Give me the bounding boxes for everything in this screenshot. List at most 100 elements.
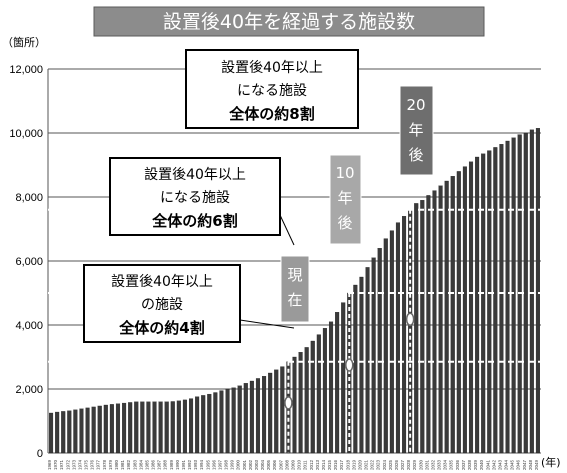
x-tick-label-2012: 2012 bbox=[309, 459, 314, 470]
bar-1980 bbox=[115, 403, 121, 454]
bar-1975 bbox=[85, 407, 90, 454]
bar-1976 bbox=[91, 406, 96, 454]
bar-1987 bbox=[158, 401, 163, 454]
bar-1979 bbox=[109, 404, 114, 454]
x-tick-label-2043: 2043 bbox=[497, 459, 502, 470]
x-tick-label-1978: 1978 bbox=[102, 459, 107, 470]
x-tick-label-2018: 2018 bbox=[345, 459, 350, 470]
bar-2029 bbox=[414, 203, 419, 454]
bar-2047 bbox=[523, 132, 528, 454]
bar-1977 bbox=[97, 405, 102, 454]
x-tick-label-1983: 1983 bbox=[132, 459, 137, 470]
bar-2045 bbox=[511, 137, 516, 454]
x-tick-label-1984: 1984 bbox=[138, 459, 143, 470]
x-tick-label-2004: 2004 bbox=[260, 459, 265, 470]
bar-1991 bbox=[182, 399, 187, 454]
bar-2049 bbox=[535, 128, 540, 454]
bar-2043 bbox=[499, 144, 504, 454]
bar-2007 bbox=[280, 366, 285, 454]
annotation-10y-line2: になる施設 bbox=[160, 190, 230, 206]
bar-2015 bbox=[328, 321, 334, 454]
bar-2032 bbox=[432, 190, 437, 454]
x-tick-label-2002: 2002 bbox=[248, 459, 253, 470]
annotation-10y-line1: 設置後40年以上 bbox=[144, 167, 246, 183]
x-tick-label-2003: 2003 bbox=[254, 459, 259, 470]
bar-1997 bbox=[219, 390, 224, 454]
x-tick-label-2025: 2025 bbox=[388, 459, 393, 470]
tag-now: 現 在 bbox=[280, 255, 310, 323]
tag-20y-char2: 年 bbox=[408, 121, 423, 139]
x-tick-label-2045: 2045 bbox=[510, 459, 515, 470]
x-tick-label-1980: 1980 bbox=[114, 459, 119, 470]
bar-1969 bbox=[49, 412, 54, 454]
x-tick-label-2033: 2033 bbox=[437, 459, 442, 470]
title-background bbox=[93, 6, 485, 37]
bar-2016 bbox=[335, 312, 340, 454]
x-tick-label-1990: 1990 bbox=[175, 459, 180, 470]
x-tick-label-2020: 2020 bbox=[357, 459, 362, 470]
x-tick-label-2039: 2039 bbox=[473, 459, 478, 470]
tag-10y: 10 年 後 bbox=[329, 154, 362, 245]
x-tick-label-2041: 2041 bbox=[485, 459, 490, 470]
x-tick-label-2000: 2000 bbox=[236, 459, 241, 470]
bar-1985 bbox=[146, 401, 151, 454]
bar-1972 bbox=[67, 410, 72, 454]
x-tick-label-1972: 1972 bbox=[65, 459, 70, 470]
bar-2020 bbox=[359, 276, 364, 454]
x-tick-label-2011: 2011 bbox=[303, 460, 308, 470]
bar-1984 bbox=[140, 401, 145, 454]
y-tick-label-4000: 4,000 bbox=[15, 320, 43, 332]
tag-20y-background bbox=[399, 85, 434, 176]
annotation-10y-line3: 全体の約6割 bbox=[151, 212, 237, 230]
x-tick-label-1991: 1991 bbox=[181, 459, 186, 470]
x-tick-label-1989: 1989 bbox=[169, 459, 174, 470]
x-tick-label-1997: 1997 bbox=[217, 459, 222, 470]
x-tick-label-2024: 2024 bbox=[382, 459, 387, 470]
bar-2000 bbox=[237, 385, 242, 454]
y-axis-ticks: 0 2,000 4,000 6,000 8,000 10,000 12,000 bbox=[9, 64, 43, 460]
bar-2019 bbox=[353, 284, 358, 454]
x-tick-label-1975: 1975 bbox=[84, 459, 89, 470]
bar-2011 bbox=[304, 347, 309, 454]
x-tick-label-1969: 1969 bbox=[47, 459, 52, 470]
x-tick-label-2044: 2044 bbox=[504, 459, 509, 470]
bar-2021 bbox=[365, 267, 370, 454]
x-tick-label-2001: 2001 bbox=[242, 459, 247, 470]
y-tick-label-10000: 10,000 bbox=[9, 128, 43, 140]
bar-2004 bbox=[262, 376, 267, 454]
x-tick-label-1988: 1988 bbox=[163, 459, 168, 470]
x-axis-unit-label: (年) bbox=[541, 455, 561, 469]
bar-1994 bbox=[201, 395, 206, 454]
x-tick-label-1982: 1982 bbox=[126, 459, 131, 470]
bar-2024 bbox=[383, 238, 388, 454]
x-tick-label-1971: 1971 bbox=[59, 459, 64, 470]
bar-1986 bbox=[152, 401, 157, 454]
y-tick-label-8000: 8,000 bbox=[15, 192, 43, 204]
bar-2027 bbox=[402, 216, 407, 454]
x-tick-label-1992: 1992 bbox=[187, 459, 192, 470]
marker-ring-2028 bbox=[405, 312, 415, 326]
x-tick-label-2019: 2019 bbox=[351, 459, 356, 470]
x-tick-label-2046: 2046 bbox=[516, 459, 521, 470]
bar-2031 bbox=[426, 195, 431, 454]
bar-2002 bbox=[249, 380, 254, 454]
x-tick-label-2013: 2013 bbox=[315, 459, 320, 470]
x-tick-label-1987: 1987 bbox=[157, 459, 162, 470]
x-tick-label-2032: 2032 bbox=[430, 459, 435, 470]
bar-1992 bbox=[188, 398, 194, 454]
annotation-20y: 設置後40年以上 になる施設 全体の約8割 bbox=[185, 49, 359, 129]
tag-20y-char1: 20 bbox=[406, 96, 425, 114]
x-tick-label-2028: 2028 bbox=[406, 459, 411, 470]
x-tick-label-2021: 2021 bbox=[364, 459, 369, 470]
x-tick-label-2030: 2030 bbox=[418, 459, 423, 470]
bar-2026 bbox=[395, 222, 401, 454]
bar-1982 bbox=[128, 402, 133, 454]
x-tick-label-2009: 2009 bbox=[291, 459, 296, 470]
x-tick-label-2005: 2005 bbox=[266, 459, 271, 470]
tag-10y-char1: 10 bbox=[335, 164, 354, 182]
bar-2003 bbox=[255, 378, 261, 454]
annotation-20y-line2: になる施設 bbox=[237, 83, 307, 99]
y-tick-label-12000: 12,000 bbox=[9, 64, 43, 76]
bar-2038 bbox=[468, 161, 474, 454]
